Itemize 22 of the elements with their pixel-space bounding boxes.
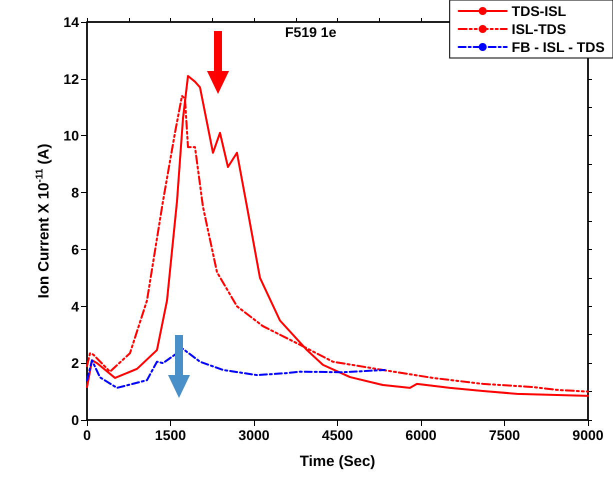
y-tick-label: 10 (63, 128, 80, 144)
y-tick-label: 4 (71, 298, 80, 314)
y-tick-label: 14 (63, 14, 80, 30)
y-axis-title: Ion Current X 10-11 (A) (34, 144, 52, 298)
legend-label: FB - ISL - TDS (512, 39, 605, 55)
line-series (86, 348, 386, 389)
annotation: F519 1e (285, 24, 337, 40)
x-tick-label: 4500 (322, 427, 354, 443)
y-tick-label: 8 (71, 184, 80, 201)
x-tick-label: 9000 (572, 427, 604, 443)
y-tick-label: 0 (71, 412, 80, 428)
y-tick-label: 2 (71, 355, 80, 372)
x-tick-label: 0 (83, 427, 92, 443)
x-tick-label: 7500 (488, 427, 520, 443)
x-axis-title: Time (Sec) (300, 453, 376, 470)
legend-label: ISL-TDS (512, 21, 566, 37)
legend-label: TDS-ISL (512, 3, 567, 19)
x-tick-label: 1500 (154, 427, 186, 443)
x-tick-label: 3000 (238, 427, 270, 443)
y-tick-label: 12 (63, 70, 80, 87)
y-tick-label: 6 (71, 241, 80, 258)
x-tick-label: 6000 (405, 427, 437, 443)
